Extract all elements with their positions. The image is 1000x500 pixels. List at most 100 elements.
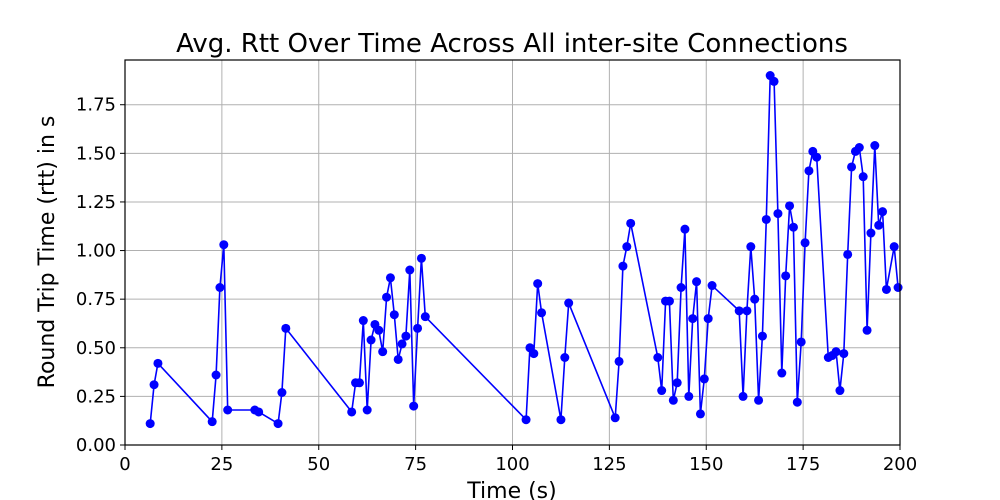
data-point: [672, 378, 682, 388]
data-point: [254, 407, 264, 417]
data-point: [699, 374, 709, 384]
data-point: [610, 413, 620, 423]
x-axis-title: Time (s): [466, 479, 556, 500]
data-point: [754, 395, 764, 405]
x-tick-label: 0: [119, 454, 130, 475]
data-point: [707, 281, 717, 291]
data-point: [405, 265, 415, 275]
data-point: [858, 172, 868, 182]
y-axis-title: Round Trip Time (rtt) in s: [35, 116, 60, 389]
data-point: [835, 386, 845, 396]
y-tick-label: 0.00: [76, 435, 116, 456]
data-point: [703, 314, 713, 324]
data-point: [773, 209, 783, 219]
data-point: [385, 273, 395, 283]
data-point: [761, 214, 771, 224]
data-point: [870, 141, 880, 151]
data-point: [839, 349, 849, 359]
data-point: [785, 201, 795, 211]
data-point: [804, 166, 814, 176]
data-point: [149, 380, 159, 390]
x-tick-label: 75: [404, 454, 427, 475]
data-point: [416, 253, 426, 263]
data-point: [215, 283, 225, 292]
data-point: [664, 296, 674, 306]
data-point: [781, 271, 791, 281]
data-point: [893, 283, 903, 292]
data-point: [614, 356, 624, 366]
x-tick-label: 25: [210, 454, 233, 475]
x-tick-label: 100: [495, 454, 529, 475]
data-point: [843, 249, 853, 259]
data-point: [219, 240, 229, 250]
data-point: [389, 310, 399, 320]
data-point: [273, 419, 283, 429]
data-point: [347, 407, 357, 417]
data-point: [358, 316, 368, 326]
x-tick-label: 150: [689, 454, 723, 475]
data-point: [862, 325, 872, 335]
chart-title: Avg. Rtt Over Time Across All inter-site…: [176, 29, 848, 59]
data-point: [738, 391, 748, 401]
data-point: [382, 292, 392, 302]
data-point: [847, 162, 857, 172]
data-point: [626, 218, 636, 228]
data-point: [796, 337, 806, 347]
data-point: [145, 419, 155, 429]
x-tick-label: 175: [786, 454, 820, 475]
data-point: [788, 222, 798, 232]
data-point: [889, 242, 899, 252]
data-point: [668, 395, 678, 405]
y-tick-label: 0.75: [76, 289, 116, 310]
data-point: [537, 308, 547, 318]
data-point: [378, 347, 388, 357]
x-tick-label: 200: [883, 454, 917, 475]
y-tick-label: 1.00: [76, 241, 116, 262]
data-point: [529, 349, 539, 359]
data-point: [657, 386, 667, 396]
data-point: [366, 335, 376, 345]
tick-layer: 0 25 50 75 100 125 150 175 200 0.00 0.25 0.50 0.75 1.…: [76, 95, 917, 475]
data-point: [777, 368, 787, 378]
data-point: [281, 323, 291, 333]
data-point: [413, 323, 423, 333]
data-point: [874, 220, 884, 230]
data-point: [792, 397, 802, 407]
data-point: [207, 417, 217, 427]
y-tick-label: 1.75: [76, 95, 116, 116]
data-point: [211, 370, 221, 380]
data-point: [564, 298, 574, 308]
series-layer: [145, 71, 903, 429]
data-point: [831, 347, 841, 357]
data-point: [397, 339, 407, 349]
y-tick-label: 1.50: [76, 143, 116, 164]
data-point: [854, 143, 864, 152]
data-point: [277, 388, 287, 397]
data-point: [746, 242, 756, 252]
data-point: [742, 306, 752, 316]
data-point: [556, 415, 566, 425]
data-point: [354, 378, 364, 388]
data-point: [223, 405, 233, 415]
data-point: [881, 284, 891, 294]
y-tick-label: 0.25: [76, 386, 116, 407]
data-point: [521, 415, 531, 425]
data-point: [812, 152, 822, 162]
data-point: [393, 354, 403, 364]
data-point: [676, 283, 686, 292]
data-point: [750, 294, 760, 304]
data-point: [153, 358, 163, 368]
data-point: [684, 391, 694, 401]
data-point: [401, 331, 411, 341]
y-tick-label: 1.25: [76, 192, 116, 213]
data-point: [866, 228, 876, 238]
data-point: [769, 76, 779, 86]
data-point: [680, 224, 690, 234]
data-point: [618, 261, 628, 271]
x-tick-label: 50: [307, 454, 330, 475]
data-point: [622, 242, 632, 252]
data-point: [409, 401, 419, 411]
data-point: [653, 353, 663, 362]
